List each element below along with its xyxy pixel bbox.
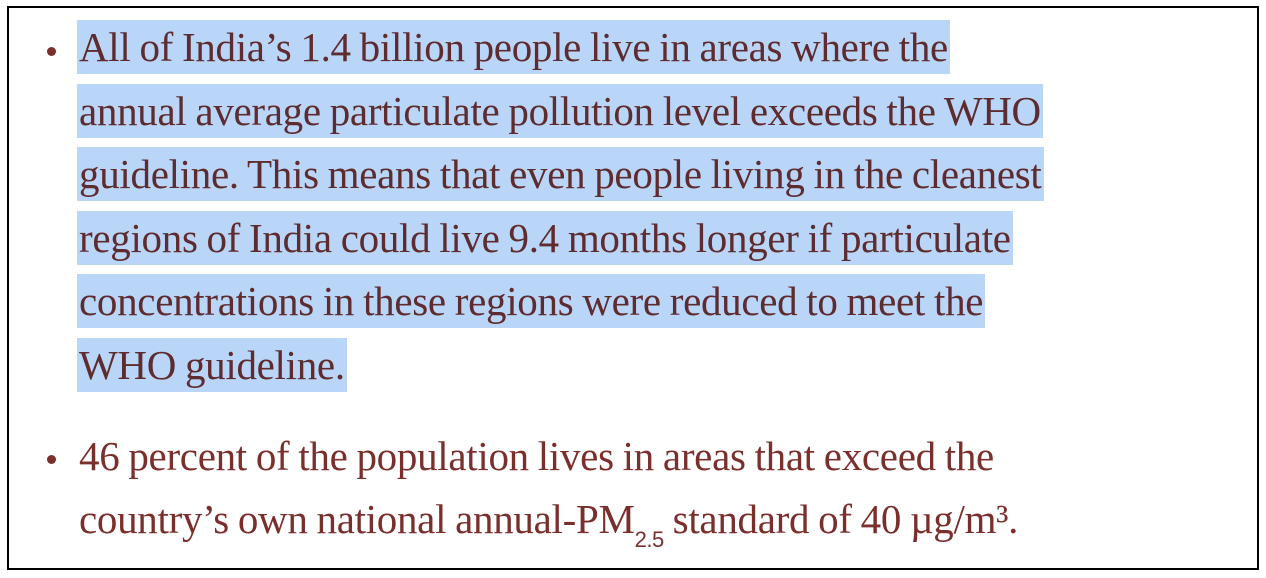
bullet-2-line-1[interactable]: 46 percent of the population lives in ar… (79, 433, 994, 479)
bullet-2-line-2[interactable]: country’s own national annual-PM2.5 stan… (77, 492, 1020, 552)
bullet-point-icon (47, 47, 56, 56)
text-segment: country’s own national annual-PM (79, 496, 635, 542)
bullet-1-line-5[interactable]: concentrations in these regions were red… (77, 274, 986, 328)
text-segment: standard of 40 µg/m³. (663, 496, 1019, 542)
bullet-1-line-4[interactable]: regions of India could live 9.4 months l… (77, 211, 1013, 265)
bullet-1-line-6[interactable]: WHO guideline. (77, 338, 347, 392)
bullet-1-line-2[interactable]: annual average particulate pollution lev… (77, 84, 1043, 138)
bullet-point-icon (47, 455, 56, 464)
subscript-pm25: 2.5 (634, 527, 665, 552)
bullet-1-line-3[interactable]: guideline. This means that even people l… (77, 147, 1044, 201)
bullet-1-line-1[interactable]: All of India’s 1.4 billion people live i… (77, 20, 950, 74)
